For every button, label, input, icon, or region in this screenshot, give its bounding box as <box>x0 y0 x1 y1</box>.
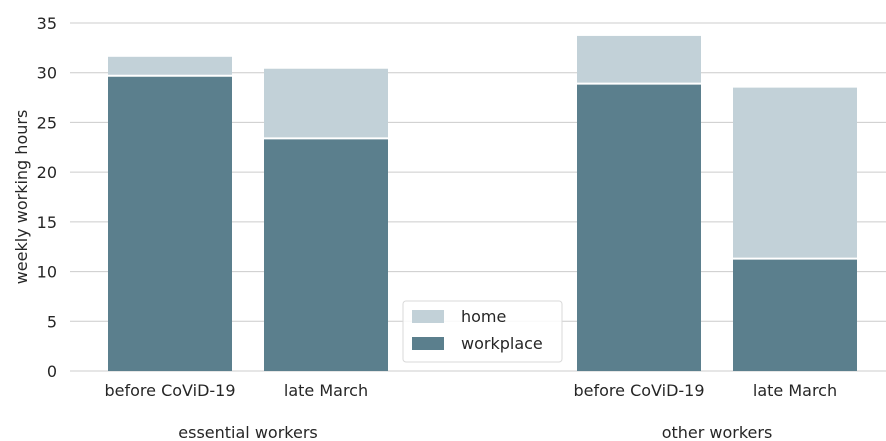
y-axis-label: weekly working hours <box>12 110 31 285</box>
legend-swatch-workplace <box>412 337 444 350</box>
bars <box>108 35 857 371</box>
legend-label-workplace: workplace <box>461 334 543 353</box>
y-tick-label: 15 <box>37 213 57 232</box>
y-tick-label: 5 <box>47 312 57 331</box>
bar-workplace <box>577 83 701 371</box>
bar-workplace <box>733 258 857 371</box>
y-tick-label: 0 <box>47 362 57 381</box>
bar-home <box>264 68 388 139</box>
legend-label-home: home <box>461 307 506 326</box>
x-tick-label: late March <box>284 381 368 400</box>
y-tick-label: 30 <box>37 64 57 83</box>
bar-home <box>577 35 701 84</box>
legend: home workplace <box>402 300 563 363</box>
group-label: essential workers <box>178 423 317 441</box>
y-tick-label: 20 <box>37 163 57 182</box>
group-label: other workers <box>662 423 773 441</box>
y-tick-label: 35 <box>37 14 57 33</box>
bar-workplace <box>108 75 232 371</box>
bar-workplace <box>264 138 388 371</box>
x-tick-label: before CoViD-19 <box>573 381 704 400</box>
x-tick-labels: before CoViD-19 late March before CoViD-19… <box>104 381 837 400</box>
x-tick-label: before CoViD-19 <box>104 381 235 400</box>
y-tick-label: 10 <box>37 263 57 282</box>
y-tick-label: 25 <box>37 113 57 132</box>
legend-swatch-home <box>412 310 444 323</box>
x-tick-label: late March <box>753 381 837 400</box>
group-labels: essential workers other workers <box>178 423 772 441</box>
y-tick-labels: 0 5 10 15 20 25 30 35 <box>37 14 57 381</box>
bar-home <box>108 56 232 76</box>
bar-home <box>733 87 857 259</box>
